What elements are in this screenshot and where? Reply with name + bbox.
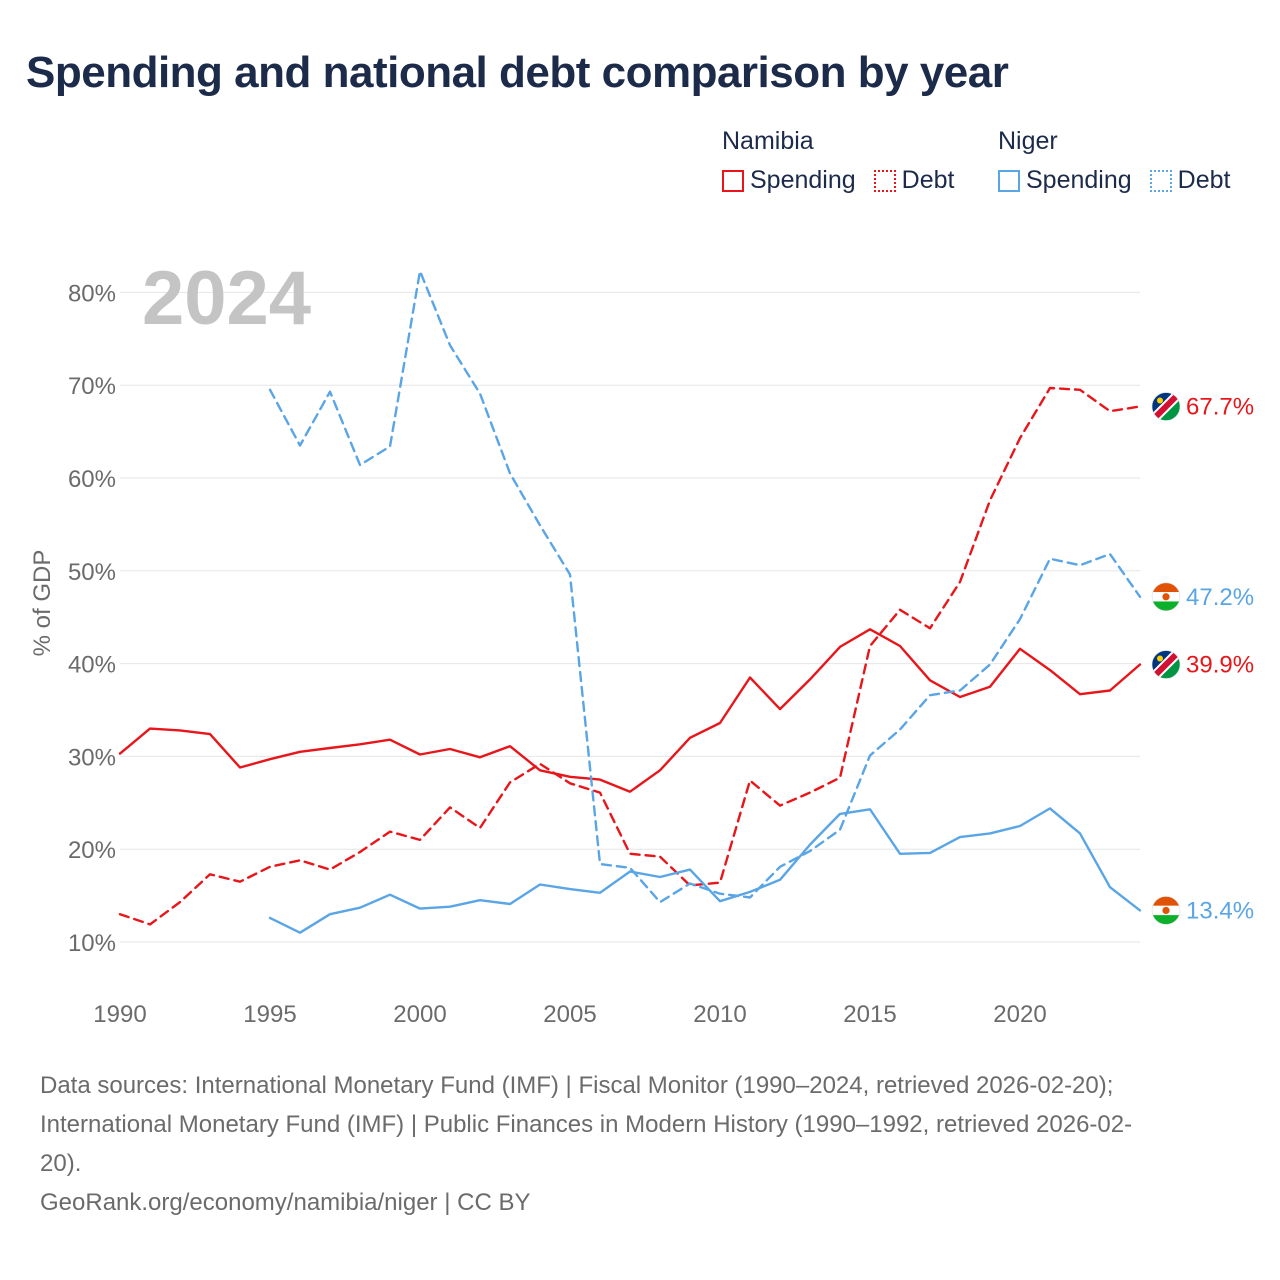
legend-item-label: Debt (901, 166, 955, 194)
y-tick-label: 20% (68, 837, 116, 864)
legend-swatch-solid (722, 169, 744, 192)
legend-item-namibia-spending[interactable]: Spending (722, 166, 856, 195)
flag-outline (1151, 650, 1181, 679)
y-tick-label: 10% (68, 930, 116, 957)
series-line-namibia-spending (118, 628, 1142, 793)
x-tick-label: 2000 (393, 1001, 446, 1028)
legend-group-niger: Niger Spending Debt (998, 124, 1248, 195)
end-value-label: 67.7% (1186, 394, 1254, 421)
end-value-label: 39.9% (1186, 652, 1254, 679)
series-line-niger-spending (268, 807, 1142, 934)
legend-group-namibia: Namibia Spending Debt (722, 124, 972, 195)
legend-country-label: Niger (998, 127, 1058, 155)
legend-swatch-dotted (1149, 169, 1172, 192)
y-axis-label: % of GDP (29, 550, 56, 657)
flag-outline (1151, 392, 1181, 421)
legend-item-niger-debt[interactable]: Debt (1149, 166, 1231, 195)
namibia-flag-icon (1152, 650, 1180, 679)
y-tick-label: 50% (68, 559, 116, 586)
namibia-flag-icon (1152, 392, 1180, 421)
x-tick-label: 1995 (243, 1001, 296, 1028)
flag-outline (1151, 896, 1181, 925)
legend-country-label: Namibia (722, 127, 814, 155)
legend-item-niger-spending[interactable]: Spending (998, 166, 1132, 195)
legend-swatch-dotted (873, 169, 896, 192)
data-sources-line: International Monetary Fund (IMF) | Publ… (40, 1111, 1133, 1138)
chart-title: Spending and national debt comparison by… (26, 48, 1009, 97)
legend-item-label: Spending (750, 166, 856, 194)
y-tick-label: 30% (68, 744, 116, 771)
y-tick-label: 80% (68, 280, 116, 307)
y-tick-label: 70% (68, 373, 116, 400)
end-value-label: 47.2% (1186, 584, 1254, 611)
legend-item-label: Spending (1026, 166, 1132, 194)
x-tick-label: 1990 (93, 1001, 146, 1028)
y-tick-label: 40% (68, 652, 116, 679)
x-tick-label: 2020 (993, 1001, 1046, 1028)
niger-flag-icon (1152, 896, 1180, 925)
x-tick-label: 2015 (843, 1001, 896, 1028)
legend-item-namibia-debt[interactable]: Debt (873, 166, 955, 195)
data-sources-line: Data sources: International Monetary Fun… (40, 1072, 1114, 1099)
line-chart: 10% 20% 30% 40% 50% 60% 70% 80% 1990 1995 2000 2005… (29, 256, 1254, 1028)
end-value-label: 13.4% (1186, 897, 1254, 924)
legend-swatch-solid (998, 169, 1020, 192)
x-tick-label: 2010 (693, 1001, 746, 1028)
year-label: 2024 (142, 256, 311, 341)
flag-outline (1151, 582, 1181, 612)
y-tick-label: 60% (68, 466, 116, 493)
legend-item-label: Debt (1177, 166, 1231, 194)
niger-flag-icon (1152, 582, 1180, 611)
footer: Data sources: International Monetary Fun… (40, 1066, 1240, 1222)
x-tick-label: 2005 (543, 1001, 596, 1028)
data-sources-line: 20). (40, 1150, 82, 1177)
series-line-niger-debt (268, 269, 1142, 904)
series-line-namibia-debt (118, 386, 1142, 926)
credit-link[interactable]: GeoRank.org/economy/namibia/niger | CC B… (40, 1189, 531, 1216)
